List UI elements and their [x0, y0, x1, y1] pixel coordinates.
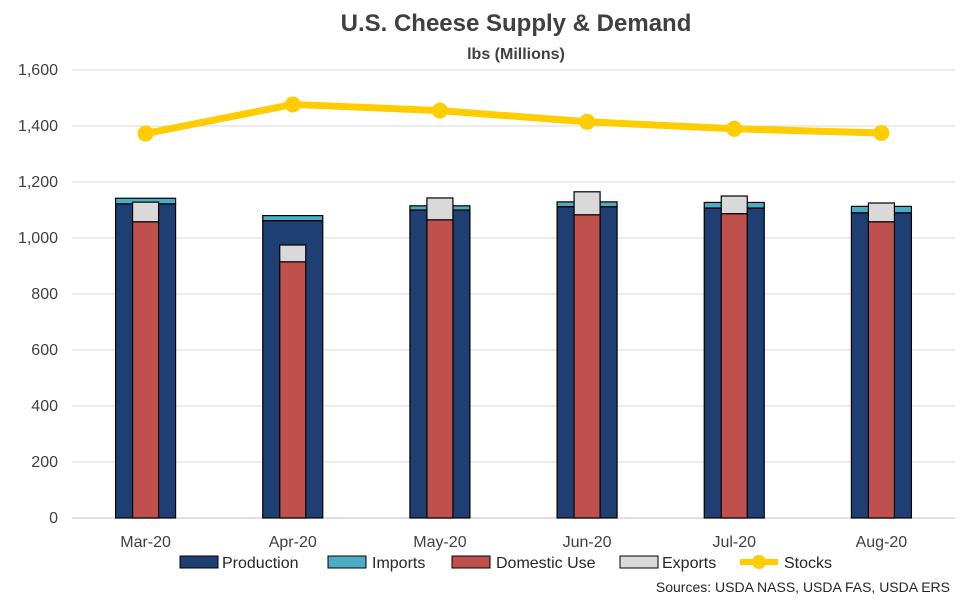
bar-exports [720, 195, 748, 215]
bar-domestic-use [720, 213, 748, 519]
y-tick-label: 1,000 [18, 230, 58, 247]
x-axis-ticks: Mar-20 Apr-20 May-20 Jun-20 Jul-20 Aug-20 [120, 534, 907, 551]
y-tick-label: 1,200 [18, 174, 58, 191]
x-tick-label: Apr-20 [269, 534, 317, 551]
y-tick-label: 0 [49, 510, 58, 527]
stocks-point [726, 120, 743, 137]
y-tick-label: 600 [31, 342, 58, 359]
x-tick-label: Jun-20 [563, 534, 612, 551]
y-axis-ticks: 0 200 400 600 800 1,000 1,200 1,400 1,600 [18, 62, 58, 527]
bar-domestic-use [426, 219, 454, 519]
legend-swatch-domestic-use [451, 555, 491, 569]
chart-title: U.S. Cheese Supply & Demand [341, 10, 692, 37]
bar-domestic-use [131, 221, 160, 519]
stocks-point [431, 102, 448, 119]
bar-domestic-use [573, 214, 601, 519]
legend-swatch-exports [619, 555, 659, 569]
bar-exports [131, 201, 160, 223]
bar-layer [114, 191, 913, 519]
x-tick-label: Aug-20 [856, 534, 908, 551]
legend-label: Exports [662, 555, 716, 572]
bar-domestic-use [279, 261, 307, 519]
legend-marker-stocks [752, 555, 766, 569]
stocks-point [137, 125, 154, 142]
bar-domestic-use [867, 221, 896, 519]
legend-label: Production [222, 555, 299, 572]
legend-label: Domestic Use [496, 555, 596, 572]
bar-imports [262, 215, 324, 222]
bar-exports [426, 197, 454, 221]
x-tick-label: Jul-20 [712, 534, 756, 551]
stocks-point [873, 125, 890, 141]
bar-exports [279, 244, 307, 263]
legend-label: Stocks [784, 555, 832, 572]
stocks-point [579, 113, 596, 130]
stocks-point [284, 96, 301, 113]
legend-swatch-production [179, 555, 219, 569]
stocks-line-layer [137, 96, 890, 142]
x-tick-label: Mar-20 [120, 534, 171, 551]
source-note: Sources: USDA NASS, USDA FAS, USDA ERS [656, 579, 950, 595]
legend-swatch-imports [327, 555, 367, 569]
y-tick-label: 400 [31, 398, 58, 415]
y-tick-label: 200 [31, 454, 58, 471]
gridlines [72, 69, 955, 519]
x-tick-label: May-20 [413, 534, 466, 551]
y-tick-label: 1,600 [18, 62, 58, 79]
legend: Production Imports Domestic Use Exports Stoc… [179, 555, 832, 572]
chart-subtitle: lbs (Millions) [467, 46, 565, 63]
stocks-line [142, 100, 885, 138]
y-tick-label: 800 [31, 286, 58, 303]
bar-exports [573, 191, 601, 216]
bar-exports [867, 202, 896, 223]
legend-label: Imports [372, 555, 425, 572]
y-tick-label: 1,400 [18, 118, 58, 135]
